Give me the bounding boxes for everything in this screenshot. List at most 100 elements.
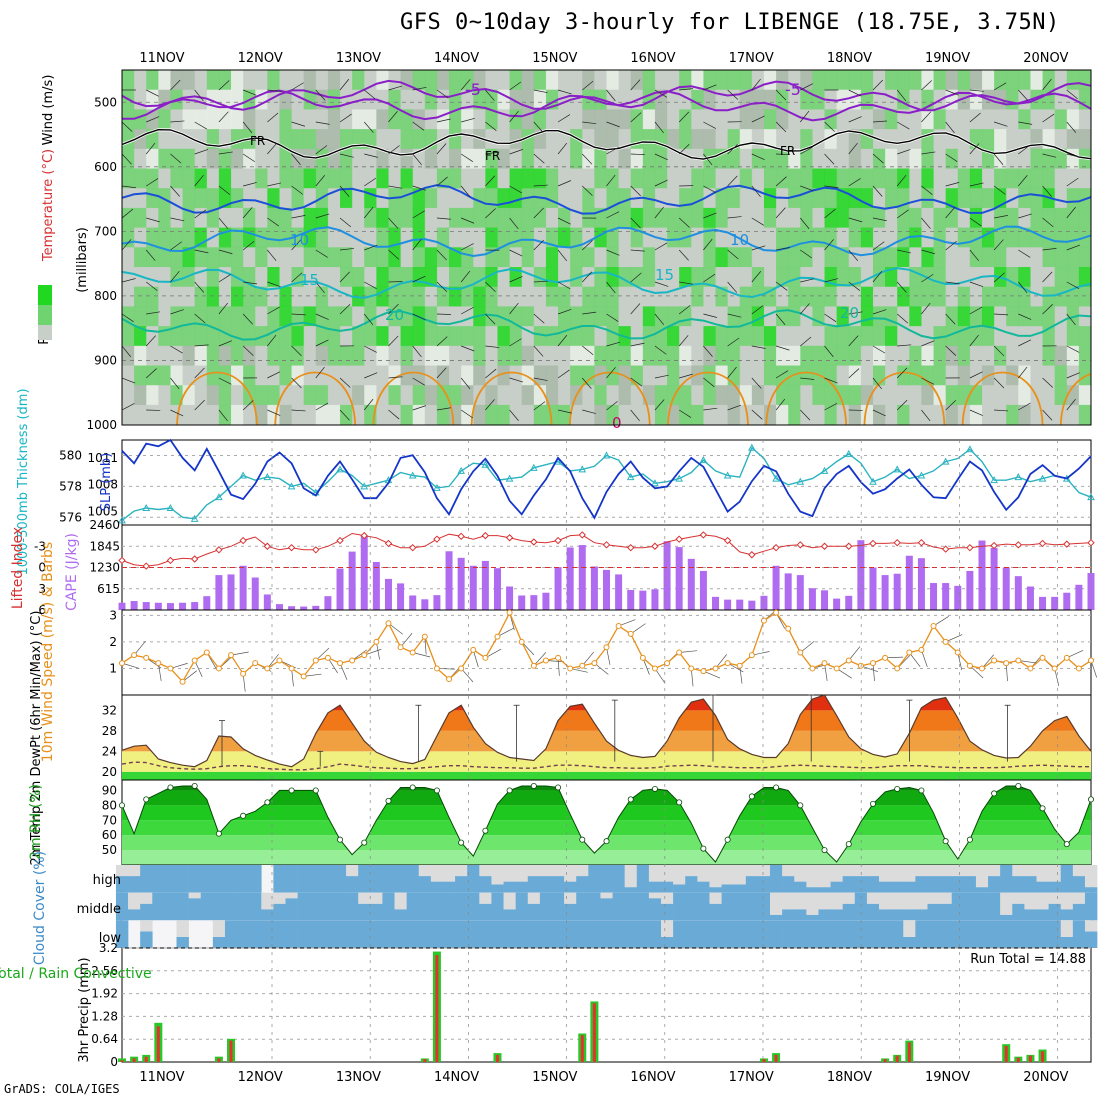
- rh-cell: [703, 70, 717, 90]
- precip-convective-bar: [435, 955, 439, 1062]
- rh-cell: [800, 326, 813, 347]
- rh-cell: [521, 247, 535, 268]
- lifted-index-point: [239, 536, 247, 545]
- rh-cell: [376, 168, 389, 189]
- wind-barb: [582, 185, 593, 196]
- wind-barb: [727, 366, 737, 379]
- rh-cell: [218, 286, 232, 307]
- thickness-point: [166, 503, 175, 511]
- wind-barb: [775, 176, 787, 187]
- cloud-gap: [503, 865, 516, 882]
- wind-barb: [194, 89, 204, 102]
- rh-cell: [558, 148, 571, 169]
- wind-barb: [461, 345, 475, 352]
- wind10m-point: [1063, 654, 1070, 661]
- wind10m-barb: [485, 648, 502, 659]
- rh-cell: [1054, 89, 1068, 110]
- precip-convective-bar: [156, 1026, 160, 1062]
- rh2m-point: [821, 847, 828, 854]
- rh-cell: [255, 168, 268, 189]
- cape-bar: [821, 590, 829, 610]
- wind-barb: [1042, 185, 1052, 197]
- wind-barb: [776, 247, 790, 251]
- lifted-index-point: [336, 536, 344, 545]
- cloud-gap: [479, 892, 492, 904]
- rh-cell: [400, 286, 414, 307]
- rh-cell: [630, 129, 644, 150]
- rh-cell: [485, 207, 498, 228]
- precip-frame: [121, 947, 1092, 1063]
- lifted-index-point: [287, 543, 296, 552]
- rh-cell: [909, 168, 922, 189]
- slp-tick-label: 1008: [87, 478, 118, 492]
- cloud-gap: [479, 865, 492, 877]
- cloud-bar: [939, 903, 953, 921]
- rh-cell: [497, 247, 511, 268]
- rh-cell: [848, 168, 862, 189]
- cloud-gap: [1000, 892, 1013, 915]
- cloud-bar: [963, 892, 977, 921]
- cloud-bar: [879, 881, 892, 893]
- wind-barb: [582, 240, 593, 251]
- wind-barb: [751, 185, 761, 198]
- rh-cell: [1018, 70, 1031, 90]
- rh-cell: [449, 227, 462, 248]
- rh-cell: [679, 129, 692, 150]
- wind-barb: [146, 281, 158, 291]
- cloud-bar: [1036, 881, 1049, 893]
- rh-cell: [170, 247, 184, 268]
- cloud-bar: [249, 892, 262, 921]
- rh-cell: [654, 227, 668, 248]
- rh-cell: [969, 148, 983, 169]
- wind-barb: [146, 89, 159, 97]
- cape-bar: [457, 557, 465, 610]
- rh-cell: [182, 109, 196, 130]
- rh-cell: [206, 247, 220, 268]
- rh-cell: [897, 365, 910, 386]
- wind-barb: [436, 367, 447, 379]
- wind10m-point: [518, 638, 525, 645]
- rh-cell: [509, 227, 523, 248]
- rh-cell: [497, 404, 511, 425]
- rh-cell: [340, 345, 353, 366]
- rh-cell: [994, 109, 1007, 130]
- rh-cell: [279, 385, 293, 406]
- isotherm-line: [122, 309, 1091, 341]
- cloud-bar: [321, 865, 335, 893]
- wind-barb: [122, 313, 134, 323]
- rh-cell: [170, 306, 184, 327]
- rh-cell: [885, 247, 898, 268]
- rh-cell: [921, 168, 935, 189]
- rh-cell: [122, 306, 135, 327]
- rh-cell: [412, 168, 426, 189]
- rh-cell: [327, 168, 341, 189]
- cape-bar: [881, 575, 889, 610]
- rh-cell: [206, 286, 220, 307]
- rh-cell: [231, 247, 244, 268]
- wind-barb: [993, 82, 1007, 91]
- rh-cell: [727, 148, 741, 169]
- rh2m-point: [651, 785, 658, 792]
- wind-barb: [921, 340, 935, 347]
- rh-cell: [340, 404, 353, 425]
- cloud-gap: [963, 865, 977, 877]
- wind10m-point: [1027, 665, 1034, 672]
- rh-cell: [424, 227, 438, 248]
- precip-convective-bar: [580, 1035, 584, 1062]
- cape-bar: [627, 589, 635, 610]
- wind-barb: [291, 153, 301, 165]
- wind-barb: [291, 409, 306, 412]
- cloud-gap: [842, 865, 856, 877]
- rh-cell: [473, 227, 486, 248]
- wind-barb: [1066, 345, 1080, 353]
- rh-cell: [667, 247, 680, 268]
- lifted-index-point: [1087, 539, 1095, 547]
- wind-barb: [145, 368, 157, 379]
- rh-cell: [255, 148, 268, 169]
- rh-cell: [424, 109, 438, 130]
- wind-barb: [1066, 244, 1080, 251]
- wind-barb: [703, 153, 713, 166]
- orange-contour: [863, 371, 946, 425]
- contour-label: FR: [250, 134, 265, 148]
- cape-tick-label: 615: [97, 582, 120, 596]
